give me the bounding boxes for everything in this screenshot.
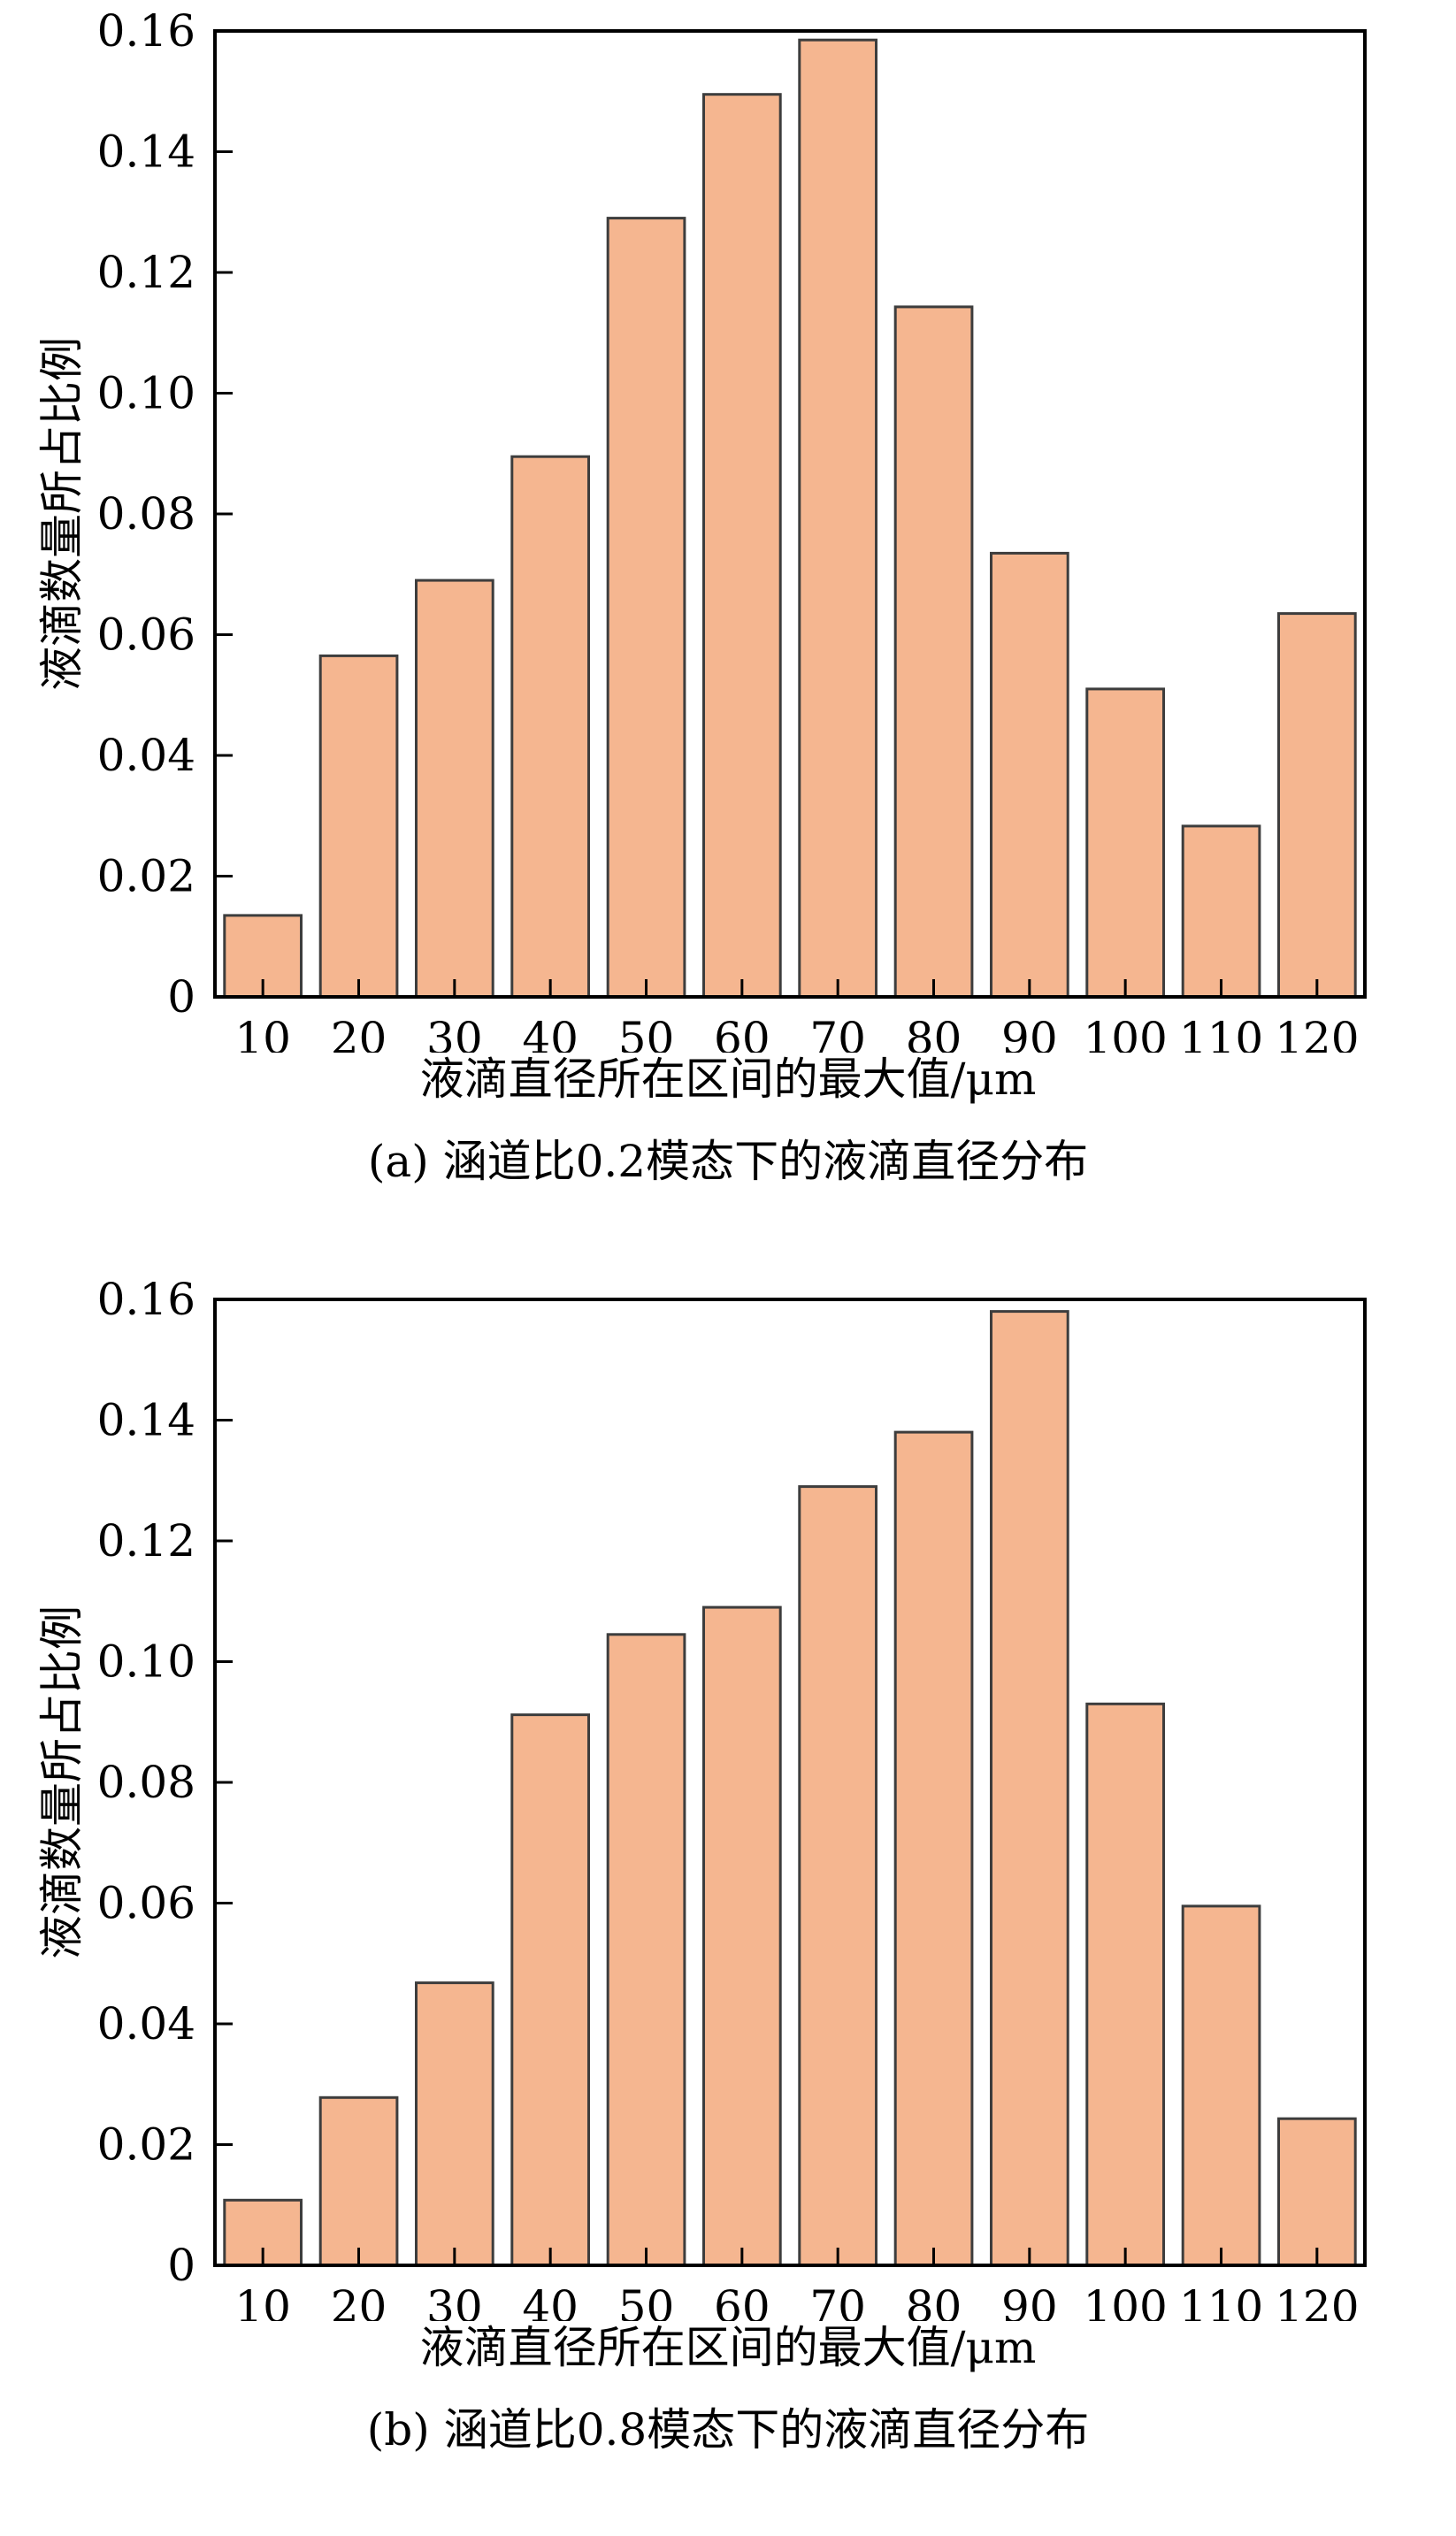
chart-caption-a: (a) 涵道比0.2模态下的液滴直径分布 — [367, 1136, 1089, 1187]
bar-30-a — [415, 578, 494, 999]
x-tick-label-60-b: 60 — [714, 2281, 770, 2321]
bar-50-a — [606, 217, 686, 999]
bar-chart-a: 10 20 30 40 50 60 70 80 90 100 110 120 0 0.02 0.04 0.06… — [36, 5, 1367, 1053]
x-tick-label-100-a: 100 — [1083, 1013, 1167, 1053]
y-tick-label-0.08-a: 0.08 — [97, 488, 195, 540]
y-axis-label-a: 液滴数量所占比例 — [36, 337, 88, 691]
y-tick-label-0.14-b: 0.14 — [97, 1395, 195, 1446]
bar-70-b — [798, 1485, 877, 2267]
bar-60-b — [702, 1605, 782, 2267]
x-tick-label-120-b: 120 — [1275, 2281, 1359, 2321]
x-tick-label-40-a: 40 — [522, 1013, 579, 1053]
x-tick-label-70-a: 70 — [809, 1013, 866, 1053]
x-axis-label-a: 液滴直径所在区间的最大值/μm — [419, 1053, 1037, 1105]
bar-40-b — [510, 1713, 590, 2267]
bar-110-b — [1181, 1904, 1261, 2267]
x-axis-label-b: 液滴直径所在区间的最大值/μm — [419, 2322, 1037, 2373]
y-tick-label-0.04-a: 0.04 — [97, 730, 195, 781]
x-tick-label-10-b: 10 — [234, 2281, 291, 2321]
x-tick-label-100-b: 100 — [1083, 2281, 1167, 2321]
x-tick-label-50-a: 50 — [618, 1013, 675, 1053]
y-tick-label-0.12-b: 0.12 — [97, 1515, 195, 1567]
chart-panel-a: 10 20 30 40 50 60 70 80 90 100 110 120 0 0.02 0.04 0.06… — [36, 5, 1367, 1187]
x-tick-label-20-b: 20 — [331, 2281, 387, 2321]
y-tick-label-0.16-b: 0.16 — [97, 1274, 195, 1325]
y-tick-label-0.08-b: 0.08 — [97, 1757, 195, 1808]
x-tick-label-90-b: 90 — [1001, 2281, 1058, 2321]
bar-60-a — [702, 93, 782, 999]
x-tick-label-80-a: 80 — [906, 1013, 962, 1053]
y-tick-label-0.02-b: 0.02 — [97, 2119, 195, 2171]
y-tick-label-0.02-a: 0.02 — [97, 851, 195, 902]
bar-70-a — [798, 38, 877, 999]
y-tick-label-0.06-a: 0.06 — [97, 609, 195, 661]
y-tick-label-0.10-a: 0.10 — [97, 368, 195, 419]
y-tick-label-0.16-a: 0.16 — [97, 5, 195, 57]
bar-90-b — [990, 1310, 1069, 2267]
bar-90-a — [990, 551, 1069, 999]
x-tick-label-30-b: 30 — [426, 2281, 483, 2321]
chart-caption-b: (b) 涵道比0.8模态下的液滴直径分布 — [366, 2404, 1090, 2456]
bar-80-b — [893, 1430, 974, 2267]
x-tick-label-50-b: 50 — [618, 2281, 675, 2321]
y-tick-label-0.14-a: 0.14 — [97, 126, 195, 178]
x-tick-label-40-b: 40 — [522, 2281, 579, 2321]
x-tick-label-110-b: 110 — [1179, 2281, 1263, 2321]
x-tick-label-60-a: 60 — [714, 1013, 770, 1053]
plot-frame-a — [213, 29, 1367, 999]
bar-chart-b: 10 20 30 40 50 60 70 80 90 100 110 120 0 0.02 0.04 0.06… — [36, 1274, 1367, 2321]
x-tick-label-90-a: 90 — [1001, 1013, 1058, 1053]
chart-panel-b: 10 20 30 40 50 60 70 80 90 100 110 120 0 0.02 0.04 0.06… — [0, 1268, 1456, 2536]
x-tick-label-80-b: 80 — [906, 2281, 962, 2321]
bar-100-b — [1085, 1702, 1166, 2267]
y-tick-label-0-b: 0 — [167, 2240, 195, 2291]
bar-30-b — [415, 1981, 494, 2267]
x-tick-label-70-b: 70 — [809, 2281, 866, 2321]
bar-50-b — [606, 1633, 686, 2267]
y-tick-label-0.10-b: 0.10 — [97, 1636, 195, 1688]
y-tick-label-0.06-b: 0.06 — [97, 1878, 195, 1929]
x-tick-label-30-a: 30 — [426, 1013, 483, 1053]
bar-80-a — [893, 305, 974, 999]
y-tick-label-0.04-b: 0.04 — [97, 1998, 195, 2049]
bar-20-a — [318, 654, 399, 999]
bar-40-a — [510, 455, 590, 999]
y-tick-label-0-a: 0 — [167, 971, 195, 1023]
x-tick-label-20-a: 20 — [331, 1013, 387, 1053]
plot-frame-b — [213, 1298, 1367, 2267]
bar-110-a — [1181, 824, 1261, 999]
bar-100-a — [1085, 687, 1166, 999]
x-tick-label-120-a: 120 — [1275, 1013, 1359, 1053]
bar-120-b — [1277, 2117, 1357, 2267]
bar-20-b — [318, 2095, 399, 2267]
x-tick-label-110-a: 110 — [1179, 1013, 1263, 1053]
y-tick-label-0.12-a: 0.12 — [97, 247, 195, 298]
bar-120-a — [1277, 612, 1357, 999]
y-axis-label-b: 液滴数量所占比例 — [36, 1605, 88, 1959]
x-tick-label-10-a: 10 — [234, 1013, 291, 1053]
